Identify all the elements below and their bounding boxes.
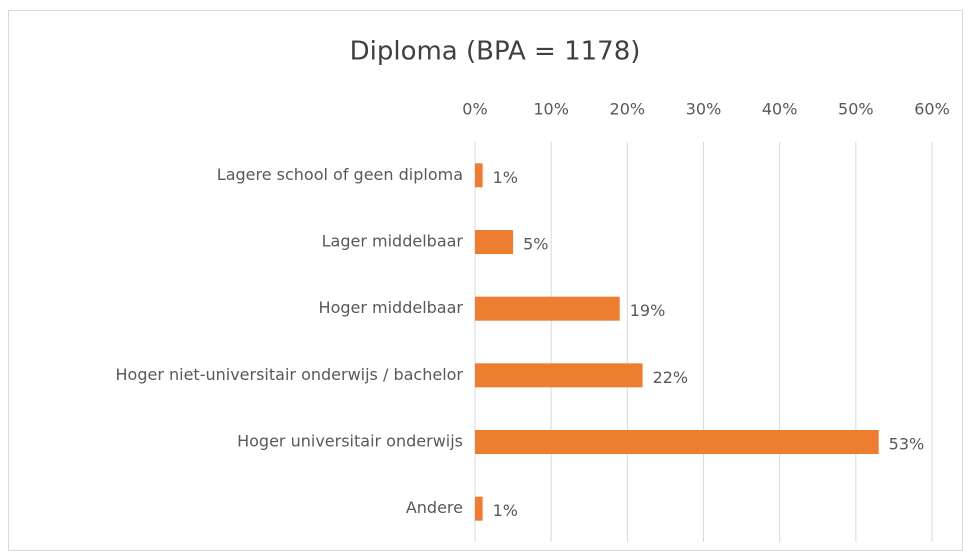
bar [475,230,514,254]
value-label: 53% [889,435,925,454]
value-label: 19% [630,301,666,320]
y-tick-label: Andere [406,498,463,517]
bar [475,163,483,188]
value-label: 1% [493,168,518,187]
value-label: 22% [653,368,689,387]
x-tick-label: 40% [762,100,798,119]
x-tick-label: 60% [914,100,950,119]
bar [475,430,879,454]
y-tick-label: Hoger niet-universitair onderwijs / bach… [116,365,464,384]
y-tick-label: Hoger middelbaar [319,298,464,317]
y-tick-label: Lagere school of geen diploma [217,165,463,184]
chart-title: Diploma (BPA = 1178) [350,37,641,67]
x-tick-label: 20% [610,100,646,119]
y-tick-label: Hoger universitair onderwijs [237,432,463,451]
x-tick-label: 30% [686,100,722,119]
x-tick-label: 10% [533,100,569,119]
value-label: 1% [493,501,518,520]
chart-frame [8,10,963,551]
bar [475,496,483,521]
value-label: 5% [523,235,548,254]
bar [475,363,643,388]
y-tick-label: Lager middelbaar [322,232,464,251]
bar [475,296,620,321]
x-tick-label: 50% [838,100,874,119]
x-tick-label: 0% [462,100,487,119]
